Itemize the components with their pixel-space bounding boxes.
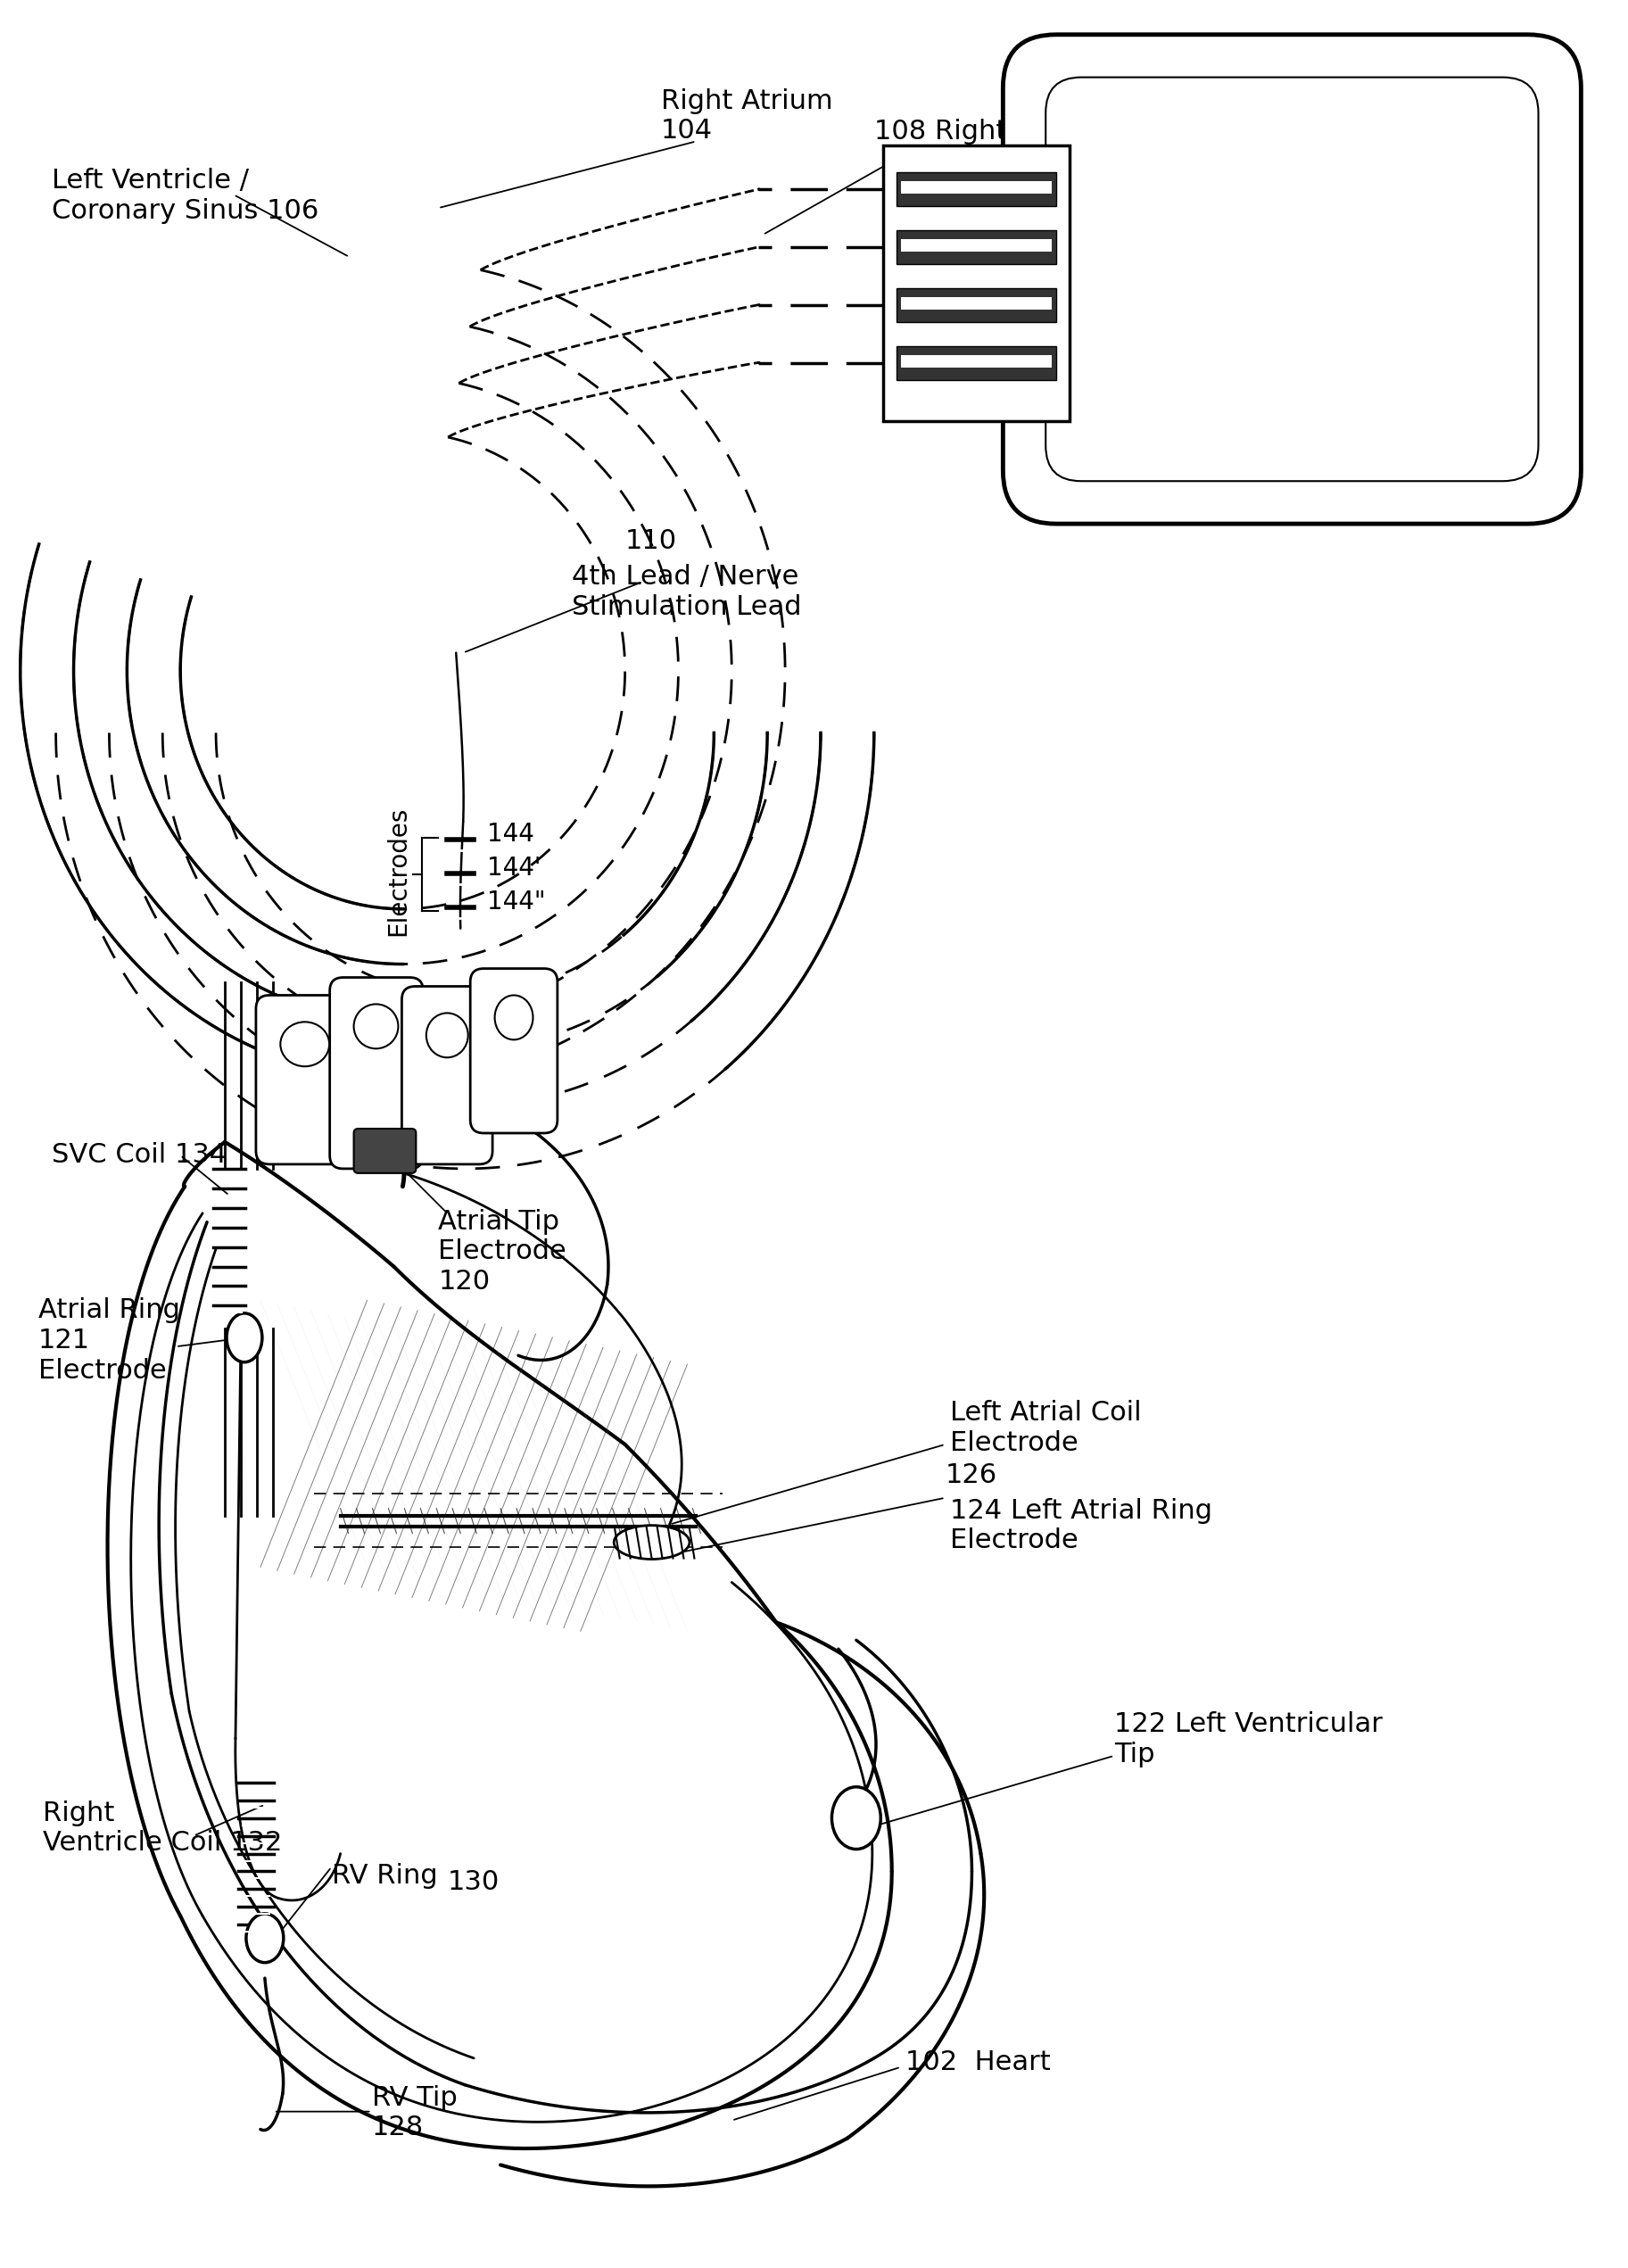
Text: 108 Right Ventricle: 108 Right Ventricle (874, 120, 1135, 145)
Ellipse shape (246, 1914, 283, 1962)
Ellipse shape (353, 1005, 399, 1048)
Text: 122 Left Ventricular
Tip: 122 Left Ventricular Tip (1114, 1712, 1382, 1767)
FancyBboxPatch shape (256, 996, 353, 1163)
FancyBboxPatch shape (882, 145, 1070, 422)
FancyBboxPatch shape (900, 238, 1052, 252)
Text: Right
Ventricle Coil 132: Right Ventricle Coil 132 (42, 1801, 282, 1855)
Ellipse shape (614, 1526, 690, 1558)
Ellipse shape (832, 1787, 881, 1848)
FancyBboxPatch shape (897, 231, 1057, 263)
Ellipse shape (226, 1313, 262, 1363)
Text: 126: 126 (946, 1463, 996, 1488)
FancyBboxPatch shape (900, 354, 1052, 367)
FancyBboxPatch shape (470, 968, 557, 1134)
FancyBboxPatch shape (1003, 34, 1581, 524)
FancyBboxPatch shape (330, 978, 423, 1168)
Ellipse shape (427, 1014, 467, 1057)
Ellipse shape (280, 1023, 329, 1066)
FancyBboxPatch shape (353, 1129, 417, 1173)
FancyBboxPatch shape (402, 987, 493, 1163)
Text: Left Ventricle /
Coronary Sinus 106: Left Ventricle / Coronary Sinus 106 (52, 168, 319, 225)
FancyBboxPatch shape (897, 288, 1057, 322)
Text: Exemplary
ICTD: Exemplary ICTD (1416, 265, 1561, 322)
Text: RV Tip
128: RV Tip 128 (371, 2084, 457, 2141)
FancyBboxPatch shape (900, 297, 1052, 308)
Text: RV Ring: RV Ring (332, 1862, 438, 1889)
Text: 102  Heart: 102 Heart (905, 2050, 1050, 2075)
Text: 124 Left Atrial Ring
Electrode: 124 Left Atrial Ring Electrode (949, 1497, 1211, 1554)
Ellipse shape (495, 996, 532, 1039)
Text: Left Atrial Coil
Electrode: Left Atrial Coil Electrode (949, 1399, 1141, 1456)
Text: Atrial Tip
Electrode
120: Atrial Tip Electrode 120 (438, 1209, 567, 1295)
FancyBboxPatch shape (1045, 77, 1538, 481)
Text: 144": 144" (487, 889, 545, 914)
Text: 144: 144 (487, 821, 534, 846)
Text: 144': 144' (487, 855, 540, 880)
Text: SVC Coil 134: SVC Coil 134 (52, 1143, 226, 1168)
Text: 130: 130 (448, 1869, 500, 1896)
Text: 100: 100 (1416, 231, 1468, 256)
Text: Atrial Ring
121
Electrode: Atrial Ring 121 Electrode (37, 1297, 179, 1383)
FancyBboxPatch shape (900, 181, 1052, 193)
Text: 4th Lead / Nerve
Stimulation Lead: 4th Lead / Nerve Stimulation Lead (571, 565, 801, 619)
Text: 110: 110 (625, 528, 677, 553)
Text: Right Atrium
104: Right Atrium 104 (661, 88, 832, 143)
FancyBboxPatch shape (897, 172, 1057, 206)
FancyBboxPatch shape (897, 347, 1057, 379)
Text: Electrodes: Electrodes (386, 805, 410, 937)
